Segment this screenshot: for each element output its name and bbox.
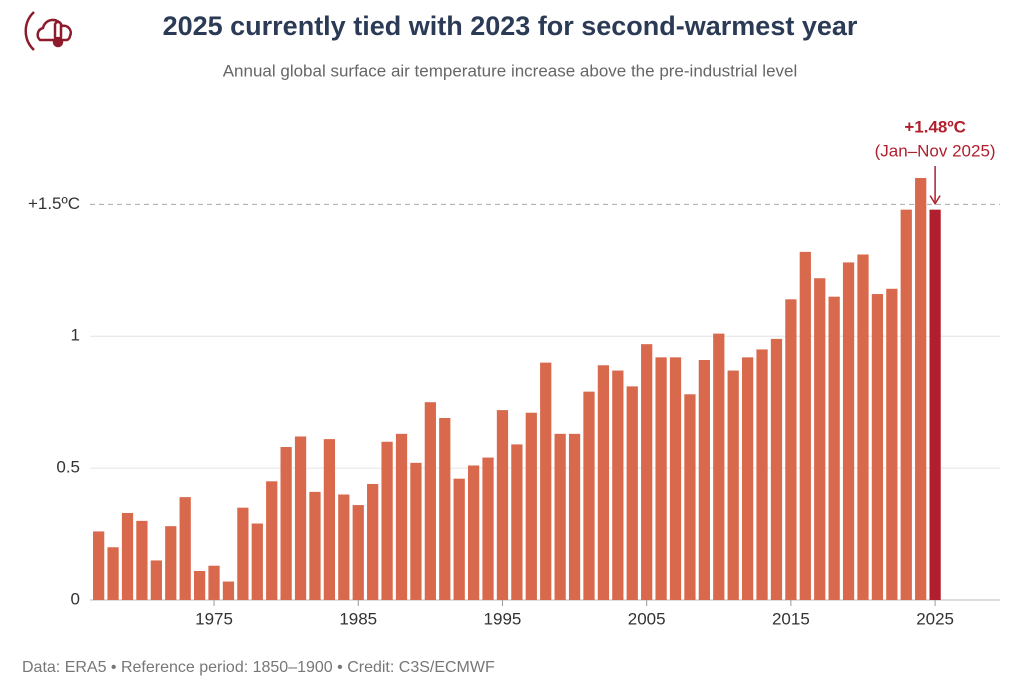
bar	[309, 491, 321, 600]
bar	[727, 370, 739, 600]
bar	[352, 505, 364, 600]
bar	[641, 344, 653, 600]
bar	[381, 441, 393, 600]
y-tick-label: 1	[71, 326, 80, 345]
bar	[540, 362, 552, 600]
bar	[698, 359, 710, 600]
bar	[251, 523, 263, 600]
x-tick-label: 1995	[484, 609, 522, 628]
bar	[121, 512, 134, 600]
bar	[266, 481, 278, 600]
logo	[24, 11, 73, 51]
bar	[395, 433, 408, 600]
bar	[756, 349, 768, 600]
bar	[150, 560, 162, 600]
bar	[842, 262, 855, 600]
bar	[612, 370, 624, 600]
bar	[828, 296, 840, 600]
y-tick-label: +1.5ºC	[28, 194, 80, 213]
bar	[770, 338, 783, 600]
bar	[626, 386, 638, 600]
annotation-arrowhead	[929, 195, 941, 206]
x-tick-label: 1985	[339, 609, 377, 628]
bar	[410, 462, 422, 600]
bar	[453, 478, 465, 600]
bar	[193, 570, 206, 600]
bar	[107, 547, 119, 600]
bar	[525, 412, 537, 600]
bar	[237, 507, 249, 600]
bar	[93, 531, 105, 600]
bar	[511, 444, 523, 600]
chart-title: 2025 currently tied with 2023 for second…	[163, 11, 858, 41]
bar	[294, 436, 307, 600]
x-tick-label: 2025	[916, 609, 954, 628]
x-tick-label: 2015	[772, 609, 810, 628]
bar	[439, 418, 451, 600]
x-tick-label: 1975	[195, 609, 233, 628]
bar	[655, 357, 667, 600]
bar	[900, 209, 912, 600]
bar	[886, 288, 898, 600]
bar	[597, 365, 610, 600]
bar	[482, 457, 494, 600]
y-tick-label: 0	[71, 589, 80, 608]
bar	[467, 465, 480, 600]
bar	[929, 209, 941, 600]
bar	[496, 410, 509, 600]
footer: Data: ERA5 • Reference period: 1850–1900…	[22, 659, 495, 676]
bar	[741, 357, 754, 600]
annotation-value: +1.48ºC	[904, 117, 966, 136]
bar	[165, 526, 177, 600]
bar	[179, 497, 191, 600]
bar	[915, 178, 927, 600]
bar	[684, 394, 696, 600]
bar	[785, 299, 797, 600]
bar	[367, 483, 379, 600]
bar	[583, 391, 595, 600]
bar	[338, 494, 350, 600]
bar	[136, 520, 148, 600]
bar	[669, 357, 682, 600]
chart-subtitle: Annual global surface air temperature in…	[223, 61, 798, 80]
bar	[713, 333, 725, 600]
bar	[814, 278, 826, 600]
bar	[323, 439, 336, 600]
bar	[799, 251, 811, 600]
y-tick-label: 0.5	[56, 458, 80, 477]
x-tick-label: 2005	[628, 609, 666, 628]
bar	[568, 433, 581, 600]
plot-area: 0 0.5 1 +1.5ºC 1975 1985 1995 2005 2015 2025 +1.48…	[28, 117, 1000, 628]
bar	[871, 294, 884, 600]
bar	[857, 254, 869, 601]
bar	[222, 581, 235, 600]
bar	[280, 447, 292, 600]
bar	[208, 565, 220, 600]
annotation-period: (Jan–Nov 2025)	[875, 141, 996, 160]
bar	[424, 402, 436, 600]
bar	[554, 433, 566, 600]
